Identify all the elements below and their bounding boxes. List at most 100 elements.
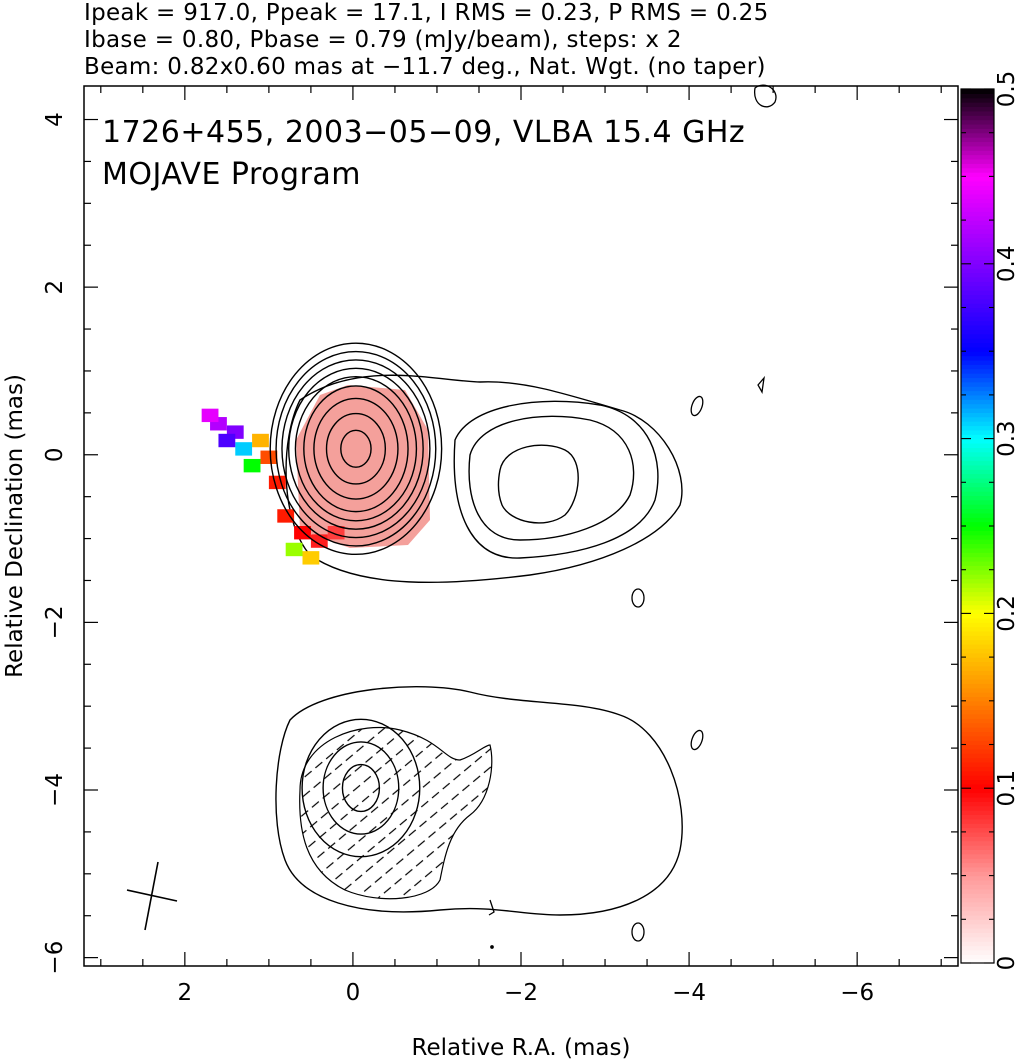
jet-contour-3	[468, 415, 635, 541]
core-contour	[294, 375, 418, 522]
colorbar-tick-label: 0.3	[994, 420, 1020, 457]
x-axis-label: Relative R.A. (mas)	[412, 1035, 631, 1061]
colorbar-band	[961, 727, 994, 732]
colorbar-band	[961, 932, 994, 938]
colorbar-band	[961, 172, 994, 177]
colorbar-band	[961, 735, 994, 741]
pol-cell	[277, 509, 295, 523]
colorbar-band	[961, 657, 994, 663]
colorbar-band	[961, 748, 994, 754]
colorbar-band	[961, 351, 994, 357]
colorbar-band	[961, 871, 994, 877]
pol-cell	[201, 408, 219, 423]
colorbar-band	[961, 617, 994, 623]
colorbar-band	[961, 167, 994, 173]
pol-cell	[235, 442, 253, 456]
colorbar-band	[961, 390, 994, 396]
core-contour	[313, 397, 399, 500]
colorbar-band	[961, 556, 994, 562]
colorbar-band	[961, 643, 994, 649]
pol-cell	[218, 433, 236, 448]
colorbar-band	[961, 263, 994, 269]
colorbar-band	[961, 154, 994, 160]
colorbar-band	[961, 626, 994, 632]
colorbar-band	[961, 753, 994, 759]
colorbar-tick-label: 0.4	[994, 246, 1020, 283]
colorbar-band	[961, 827, 994, 833]
core-contour	[275, 350, 437, 547]
colorbar-band	[961, 866, 994, 872]
colorbar-band	[961, 123, 994, 129]
colorbar-band	[961, 587, 994, 593]
colorbar-band	[961, 373, 994, 379]
jet-contour-2	[453, 400, 659, 559]
lower-contour	[322, 741, 400, 835]
colorbar-band	[961, 228, 994, 234]
colorbar-band	[961, 936, 994, 942]
colorbar-band	[961, 796, 994, 802]
colorbar-band	[961, 198, 994, 204]
colorbar-band	[961, 250, 994, 256]
colorbar-band	[961, 294, 994, 300]
colorbar-band	[961, 949, 994, 955]
colorbar-band	[961, 89, 994, 94]
colorbar-band	[961, 582, 994, 588]
colorbar-band	[961, 482, 994, 488]
colorbar-band	[961, 421, 994, 427]
colorbar-band	[961, 622, 994, 628]
colorbar-band	[961, 914, 994, 920]
y-axis-label: Relative Declination (mas)	[2, 374, 28, 678]
colorbar-band	[961, 770, 994, 776]
axis-ticks: 2 0 −2 −4 −6 4 2 0 −2 −4 −6	[42, 86, 958, 1006]
y-tick-label: 0	[42, 447, 68, 462]
core-contour	[340, 429, 372, 468]
colorbar-band	[961, 268, 994, 274]
colorbar-band	[961, 425, 994, 431]
core-contour	[281, 359, 431, 539]
colorbar-band	[961, 744, 994, 750]
colorbar-band	[961, 639, 994, 645]
colorbar-band	[961, 718, 994, 724]
colorbar-band	[961, 609, 994, 614]
colorbar-band	[961, 709, 994, 715]
colorbar-band	[961, 910, 994, 916]
colorbar-band	[961, 460, 994, 466]
colorbar-band	[961, 368, 994, 374]
colorbar-band	[961, 919, 994, 925]
colorbar-band	[961, 670, 994, 676]
lower-map	[275, 686, 683, 916]
colorbar-band	[961, 102, 994, 108]
colorbar-band	[961, 700, 994, 706]
colorbar-band	[961, 508, 994, 514]
x-tick-label: −4	[672, 980, 706, 1006]
pol-cell	[302, 551, 320, 565]
colorbar-band	[961, 491, 994, 497]
colorbar-band	[961, 521, 994, 527]
colorbar-band	[961, 276, 994, 282]
colorbar-band	[961, 836, 994, 842]
colorbar-band	[961, 893, 994, 899]
colorbar-band	[961, 246, 994, 252]
colorbar-band	[961, 731, 994, 737]
header-base-line: Ibase = 0.80, Pbase = 0.79 (mJy/beam), s…	[84, 27, 682, 53]
colorbar-band	[961, 530, 994, 536]
colorbar-band	[961, 320, 994, 326]
colorbar-band	[961, 578, 994, 584]
colorbar-band	[961, 722, 994, 728]
colorbar-band	[961, 692, 994, 698]
colorbar-band	[961, 906, 994, 912]
core-contour	[269, 342, 443, 556]
colorbar-band	[961, 661, 994, 667]
colorbar-band	[961, 705, 994, 711]
colorbar-band	[961, 438, 994, 444]
colorbar-band	[961, 945, 994, 951]
colorbar-band	[961, 840, 994, 846]
colorbar-band	[961, 875, 994, 881]
y-tick-label: 4	[42, 112, 68, 127]
colorbar-band	[961, 158, 994, 164]
colorbar-band	[961, 185, 994, 191]
colorbar-band	[961, 464, 994, 470]
colorbar-tick-label: 0	[994, 956, 1020, 971]
core-contour	[287, 367, 424, 530]
colorbar-band	[961, 324, 994, 330]
